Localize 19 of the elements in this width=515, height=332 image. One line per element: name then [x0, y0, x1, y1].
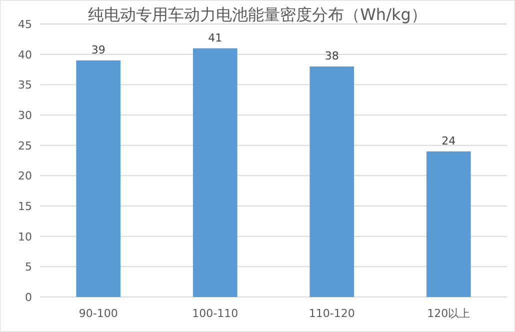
y-tick-label: 40 [18, 48, 32, 62]
x-tick-label: 90-100 [78, 307, 118, 320]
x-tick-label: 120以上 [427, 307, 470, 320]
y-tick-label: 5 [25, 260, 32, 274]
y-tick-label: 45 [18, 18, 32, 31]
data-label: 41 [208, 31, 222, 44]
y-tick-label: 0 [25, 291, 32, 304]
y-tick-label: 25 [18, 139, 32, 152]
y-tick-label: 10 [18, 230, 32, 244]
x-tick-label: 110-120 [308, 307, 355, 320]
data-label: 24 [442, 134, 456, 148]
y-tick-label: 20 [18, 170, 32, 183]
y-tick-label: 30 [18, 109, 32, 122]
y-tick-label: 35 [18, 78, 32, 92]
chart-title: 纯电动专用车动力电池能量密度分布（Wh/kg） [88, 5, 427, 24]
data-label: 39 [91, 43, 106, 56]
y-tick-label: 15 [18, 200, 32, 213]
x-tick-label: 100-110 [192, 307, 238, 320]
data-label: 38 [324, 49, 339, 62]
